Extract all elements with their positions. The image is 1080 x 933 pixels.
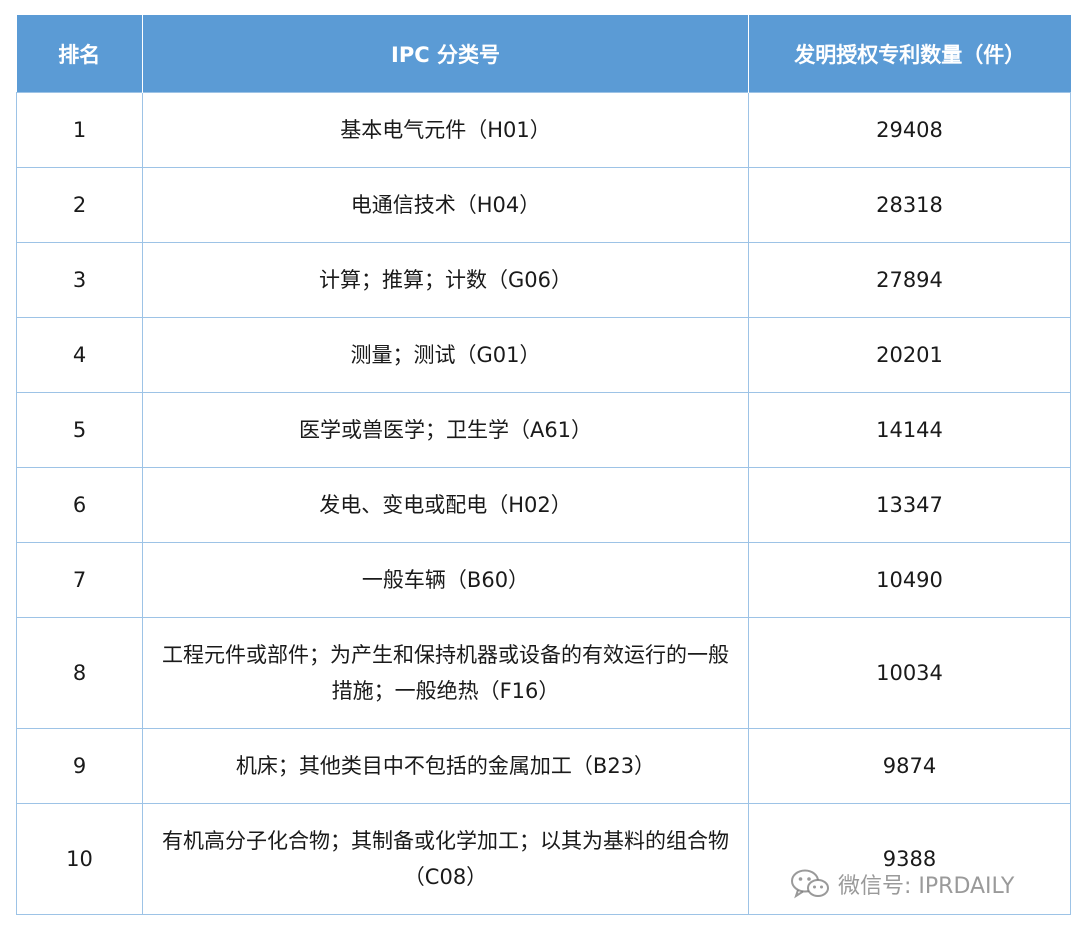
cell-ipc: 发电、变电或配电（H02） xyxy=(142,467,749,543)
cell-count: 20201 xyxy=(748,317,1071,393)
cell-ipc: 有机高分子化合物；其制备或化学加工；以其为基料的组合物（C08） xyxy=(142,803,749,915)
cell-count: 13347 xyxy=(748,467,1071,543)
cell-count: 9388 xyxy=(748,803,1071,915)
cell-count: 14144 xyxy=(748,392,1071,468)
table-row: 2 电通信技术（H04） 28318 xyxy=(16,167,1071,243)
cell-rank: 6 xyxy=(16,467,143,543)
table-header: 排名 IPC 分类号 发明授权专利数量（件） xyxy=(16,15,1071,93)
header-count: 发明授权专利数量（件） xyxy=(748,15,1071,93)
cell-rank: 4 xyxy=(16,317,143,393)
cell-rank: 7 xyxy=(16,542,143,618)
header-row: 排名 IPC 分类号 发明授权专利数量（件） xyxy=(16,15,1071,93)
table-row: 5 医学或兽医学；卫生学（A61） 14144 xyxy=(16,392,1071,468)
cell-rank: 5 xyxy=(16,392,143,468)
cell-ipc: 工程元件或部件；为产生和保持机器或设备的有效运行的一般措施；一般绝热（F16） xyxy=(142,617,749,729)
cell-count: 10034 xyxy=(748,617,1071,729)
cell-count: 27894 xyxy=(748,242,1071,318)
cell-count: 10490 xyxy=(748,542,1071,618)
cell-count: 29408 xyxy=(748,92,1071,168)
table-row: 1 基本电气元件（H01） 29408 xyxy=(16,92,1071,168)
table-body: 1 基本电气元件（H01） 29408 2 电通信技术（H04） 28318 3… xyxy=(16,92,1071,915)
cell-rank: 8 xyxy=(16,617,143,729)
ipc-ranking-table: 排名 IPC 分类号 发明授权专利数量（件） 1 基本电气元件（H01） 294… xyxy=(16,15,1071,915)
cell-ipc: 一般车辆（B60） xyxy=(142,542,749,618)
cell-rank: 9 xyxy=(16,728,143,804)
table-row: 3 计算；推算；计数（G06） 27894 xyxy=(16,242,1071,318)
cell-ipc: 测量；测试（G01） xyxy=(142,317,749,393)
cell-count: 9874 xyxy=(748,728,1071,804)
table-row: 4 测量；测试（G01） 20201 xyxy=(16,317,1071,393)
ipc-ranking-table-container: 排名 IPC 分类号 发明授权专利数量（件） 1 基本电气元件（H01） 294… xyxy=(16,15,1071,915)
cell-ipc: 医学或兽医学；卫生学（A61） xyxy=(142,392,749,468)
cell-rank: 3 xyxy=(16,242,143,318)
table-row: 10 有机高分子化合物；其制备或化学加工；以其为基料的组合物（C08） 9388 xyxy=(16,803,1071,915)
header-rank: 排名 xyxy=(16,15,143,93)
cell-rank: 10 xyxy=(16,803,143,915)
cell-ipc: 计算；推算；计数（G06） xyxy=(142,242,749,318)
table-row: 6 发电、变电或配电（H02） 13347 xyxy=(16,467,1071,543)
cell-ipc: 机床；其他类目中不包括的金属加工（B23） xyxy=(142,728,749,804)
cell-ipc: 基本电气元件（H01） xyxy=(142,92,749,168)
header-ipc: IPC 分类号 xyxy=(142,15,749,93)
cell-rank: 1 xyxy=(16,92,143,168)
table-row: 7 一般车辆（B60） 10490 xyxy=(16,542,1071,618)
table-row: 9 机床；其他类目中不包括的金属加工（B23） 9874 xyxy=(16,728,1071,804)
table-row: 8 工程元件或部件；为产生和保持机器或设备的有效运行的一般措施；一般绝热（F16… xyxy=(16,617,1071,729)
cell-count: 28318 xyxy=(748,167,1071,243)
cell-ipc: 电通信技术（H04） xyxy=(142,167,749,243)
cell-rank: 2 xyxy=(16,167,143,243)
